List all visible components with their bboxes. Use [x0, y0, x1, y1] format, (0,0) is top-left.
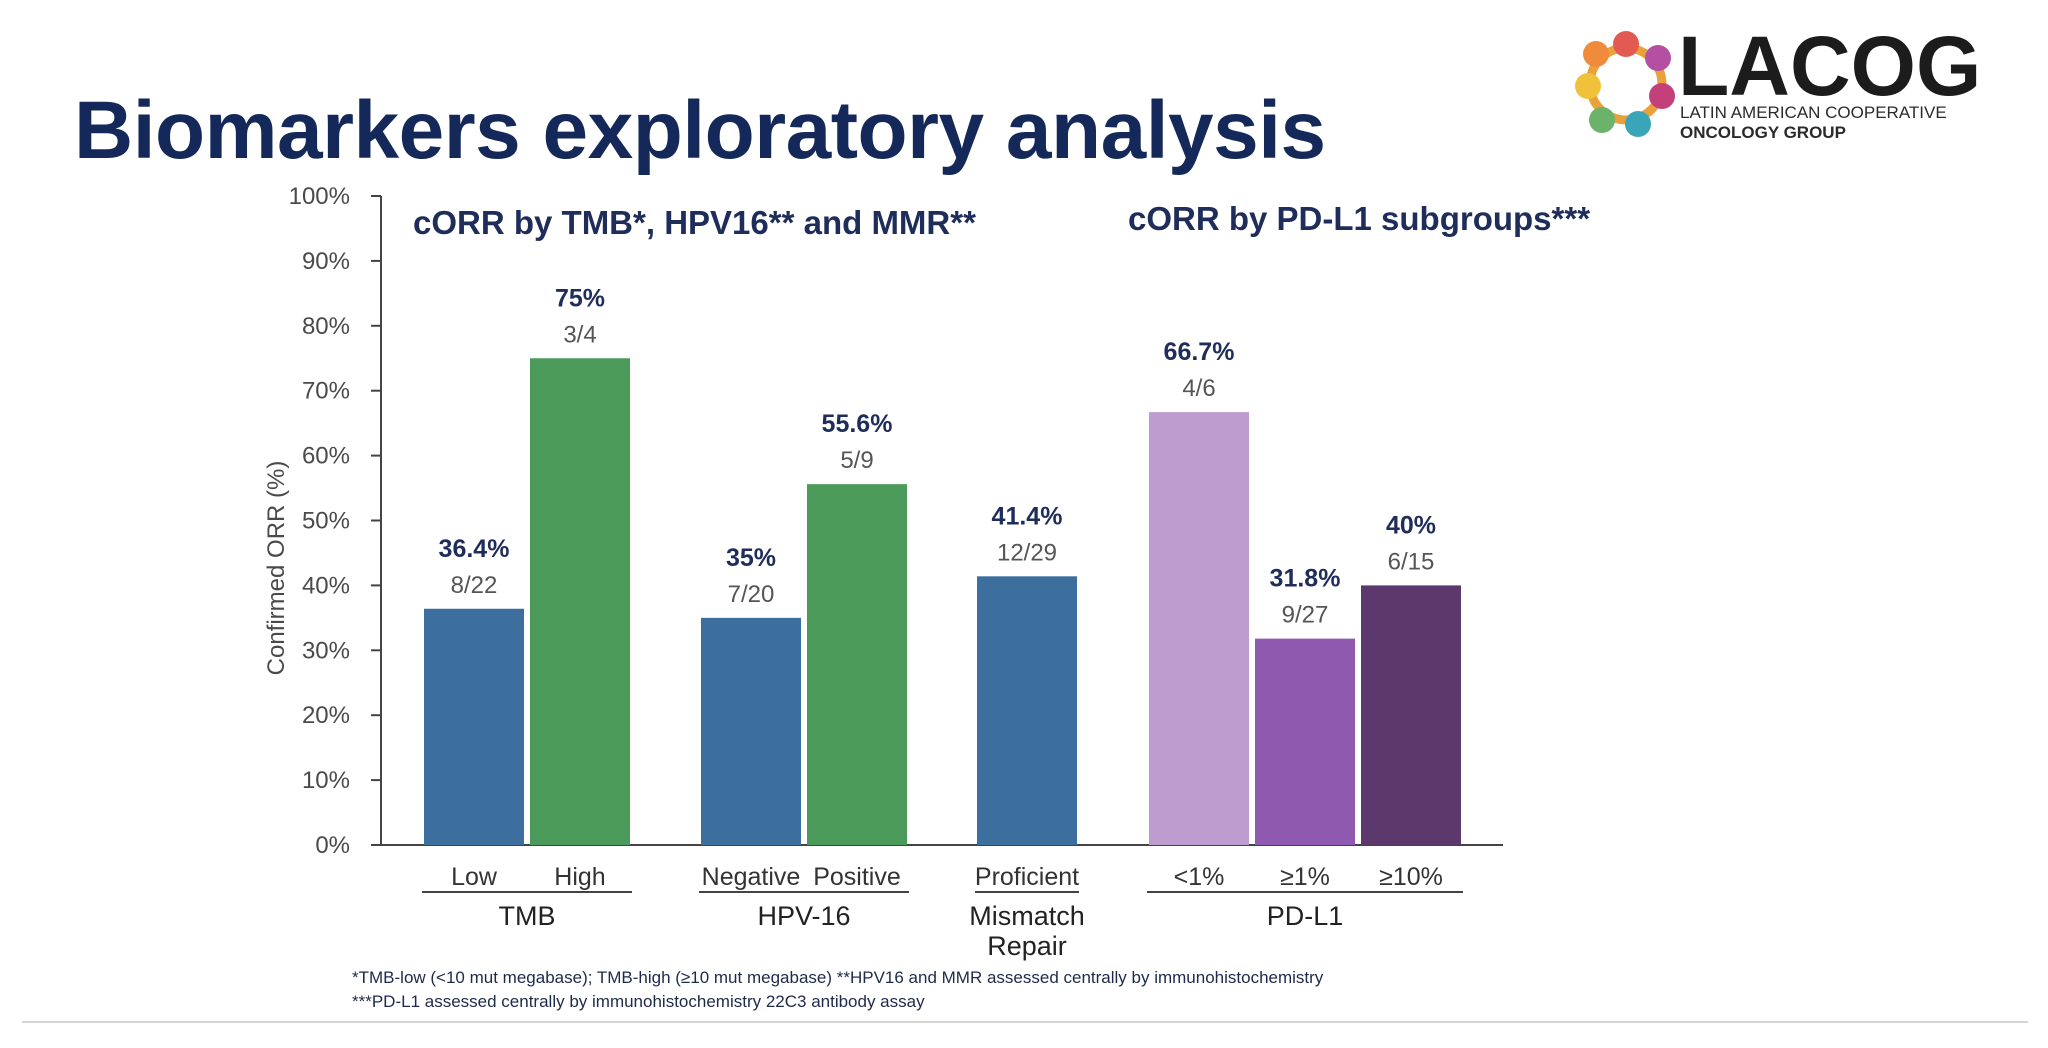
- y-tick-label: 0%: [315, 832, 350, 859]
- footer-divider: [22, 1021, 2028, 1023]
- x-category-label: ≥10%: [1379, 863, 1443, 891]
- footnote-1: *TMB-low (<10 mut megabase); TMB-high (≥…: [352, 968, 1324, 987]
- y-axis-label: Confirmed ORR (%): [263, 461, 290, 676]
- bar-count-label: 5/9: [840, 447, 873, 474]
- logo-wordmark: LACOG: [1678, 19, 1982, 113]
- page-title: Biomarkers exploratory analysis: [74, 85, 1326, 176]
- y-tick-label: 30%: [302, 637, 350, 664]
- x-group-label: TMB: [499, 901, 556, 931]
- bar: [424, 608, 524, 845]
- y-tick-label: 40%: [302, 572, 350, 599]
- bar-value-label: 41.4%: [992, 502, 1063, 530]
- x-group-label: Repair: [987, 931, 1067, 961]
- y-tick-label: 50%: [302, 508, 350, 535]
- bar-value-label: 55.6%: [822, 410, 893, 438]
- bar-count-label: 12/29: [997, 539, 1057, 566]
- bar-count-label: 8/22: [451, 572, 498, 599]
- x-category-label: ≥1%: [1280, 863, 1330, 891]
- panel-title-left: cORR by TMB*, HPV16** and MMR**: [413, 204, 976, 241]
- lacog-logo: LACOG LATIN AMERICAN COOPERATIVE ONCOLOG…: [1566, 20, 1986, 150]
- y-tick-label: 80%: [302, 313, 350, 340]
- panel-title-right: cORR by PD-L1 subgroups***: [1128, 200, 1590, 237]
- bar: [1149, 412, 1249, 845]
- x-category-label: Low: [451, 863, 498, 891]
- bar-count-label: 3/4: [563, 321, 596, 348]
- logo-subtitle-line2: ONCOLOGY GROUP: [1680, 123, 1846, 142]
- y-tick-label: 20%: [302, 702, 350, 729]
- bar: [807, 484, 907, 845]
- bar-count-label: 6/15: [1388, 548, 1435, 575]
- logo-subtitle-line1: LATIN AMERICAN COOPERATIVE: [1680, 103, 1947, 122]
- bar: [1255, 638, 1355, 845]
- x-group-label: Mismatch: [969, 901, 1085, 931]
- bar: [530, 358, 630, 845]
- x-group-label: PD-L1: [1267, 901, 1344, 931]
- footnote-2: ***PD-L1 assessed centrally by immunohis…: [352, 992, 925, 1011]
- y-tick-label: 90%: [302, 248, 350, 275]
- y-tick-label: 60%: [302, 443, 350, 470]
- bar-count-label: 7/20: [728, 581, 775, 608]
- bar: [977, 576, 1077, 845]
- molecule-ring-icon: [1575, 31, 1675, 137]
- x-category-label: Positive: [813, 863, 901, 891]
- y-tick-label: 100%: [289, 183, 350, 210]
- bar-value-label: 36.4%: [439, 535, 510, 563]
- bar-count-label: 9/27: [1282, 602, 1329, 629]
- x-category-label: Negative: [702, 863, 801, 891]
- bar-value-label: 66.7%: [1164, 338, 1235, 366]
- bar-value-label: 75%: [555, 284, 605, 312]
- x-category-label: Proficient: [975, 863, 1079, 891]
- x-group-label: HPV-16: [757, 901, 850, 931]
- bar-value-label: 35%: [726, 544, 776, 572]
- x-category-label: High: [554, 863, 605, 891]
- bar-count-label: 4/6: [1182, 375, 1215, 402]
- x-category-label: <1%: [1174, 863, 1225, 891]
- bar-value-label: 31.8%: [1270, 565, 1341, 593]
- bar-value-label: 40%: [1386, 511, 1436, 539]
- bar: [701, 617, 801, 845]
- y-tick-label: 70%: [302, 378, 350, 405]
- y-tick-label: 10%: [302, 767, 350, 794]
- orr-bar-chart: Confirmed ORR (%) cORR by TMB*, HPV16** …: [263, 183, 1590, 961]
- bar: [1361, 585, 1461, 845]
